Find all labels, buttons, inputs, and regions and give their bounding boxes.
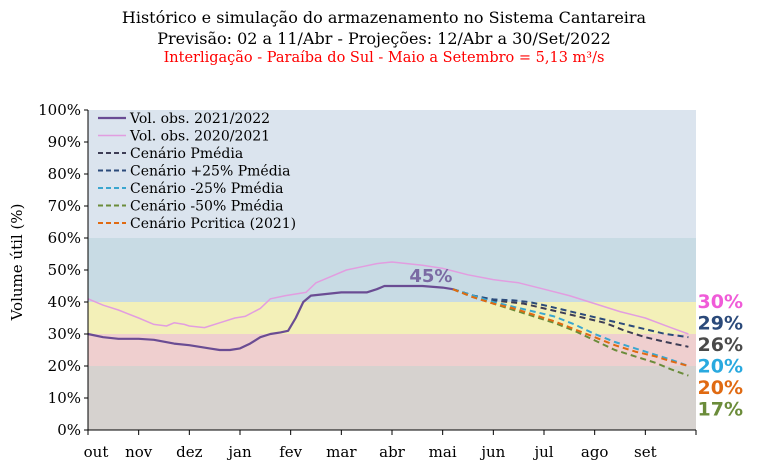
y-tick-label: 0% xyxy=(57,421,81,439)
x-tick-label: mar xyxy=(326,443,357,461)
end-label-0: 30% xyxy=(698,291,743,313)
series-line-0 xyxy=(87,284,453,352)
x-tick-label: abr xyxy=(379,443,406,461)
y-tick-label: 10% xyxy=(48,389,81,407)
chart-axes: 0% 10% 20% 30% 40% 50% 60% 70% 80% 90% 100% out nov d… xyxy=(38,101,697,461)
chart-end-labels: 30%29%26%20%20%17% xyxy=(698,291,743,421)
y-tick-label: 40% xyxy=(48,293,81,311)
series-line-6 xyxy=(452,288,689,367)
x-tick-label: out xyxy=(84,443,109,461)
x-tick-label: dez xyxy=(176,443,202,461)
x-tick-label: jun xyxy=(479,443,505,461)
y-axis-label: Volume útil (%) xyxy=(8,204,26,322)
legend-label-1: Vol. obs. 2020/2021 xyxy=(129,129,270,145)
end-label-4: 20% xyxy=(698,377,743,399)
series-line-4 xyxy=(452,288,689,367)
annotation-label: 45% xyxy=(409,266,452,287)
y-tick-label: 100% xyxy=(38,101,81,119)
x-tick-label: ago xyxy=(581,443,609,461)
x-tick-label: set xyxy=(634,443,657,461)
legend-label-3: Cenário +25% Pmédia xyxy=(130,164,290,180)
y-tick-label: 30% xyxy=(48,325,81,343)
x-tick-label: jul xyxy=(532,443,553,461)
x-tick-label: mai xyxy=(429,443,457,461)
series-line-3 xyxy=(452,288,689,339)
y-tick-label: 70% xyxy=(48,197,81,215)
end-label-2: 26% xyxy=(698,334,743,356)
end-label-1: 29% xyxy=(698,313,743,335)
chart-subtitle: Previsão: 02 a 11/Abr - Projeções: 12/Ab… xyxy=(157,29,611,48)
y-tick-label: 80% xyxy=(48,165,81,183)
legend-label-2: Cenário Pmédia xyxy=(130,146,243,162)
legend-label-6: Cenário Pcritica (2021) xyxy=(130,216,296,232)
y-tick-label: 50% xyxy=(48,261,81,279)
chart-series xyxy=(87,261,689,377)
chart-title: Histórico e simulação do armazenamento n… xyxy=(121,8,647,27)
y-tick-label: 90% xyxy=(48,133,81,151)
band-0 xyxy=(88,366,696,430)
legend-label-5: Cenário -50% Pmédia xyxy=(130,199,283,215)
chart-interconnection-note: Interligação - Paraíba do Sul - Maio a S… xyxy=(163,50,605,66)
end-label-5: 17% xyxy=(698,399,743,421)
legend-label-0: Vol. obs. 2021/2022 xyxy=(129,111,270,127)
legend-label-4: Cenário -25% Pmédia xyxy=(130,181,283,197)
end-label-3: 20% xyxy=(698,356,743,378)
y-tick-label: 60% xyxy=(48,229,81,247)
band-4 xyxy=(88,110,696,238)
band-3 xyxy=(88,238,696,302)
x-tick-label: fev xyxy=(279,443,302,461)
x-tick-label: jan xyxy=(226,443,252,461)
y-tick-label: 20% xyxy=(48,357,81,375)
x-tick-label: nov xyxy=(125,443,153,461)
series-line-1 xyxy=(87,261,689,335)
